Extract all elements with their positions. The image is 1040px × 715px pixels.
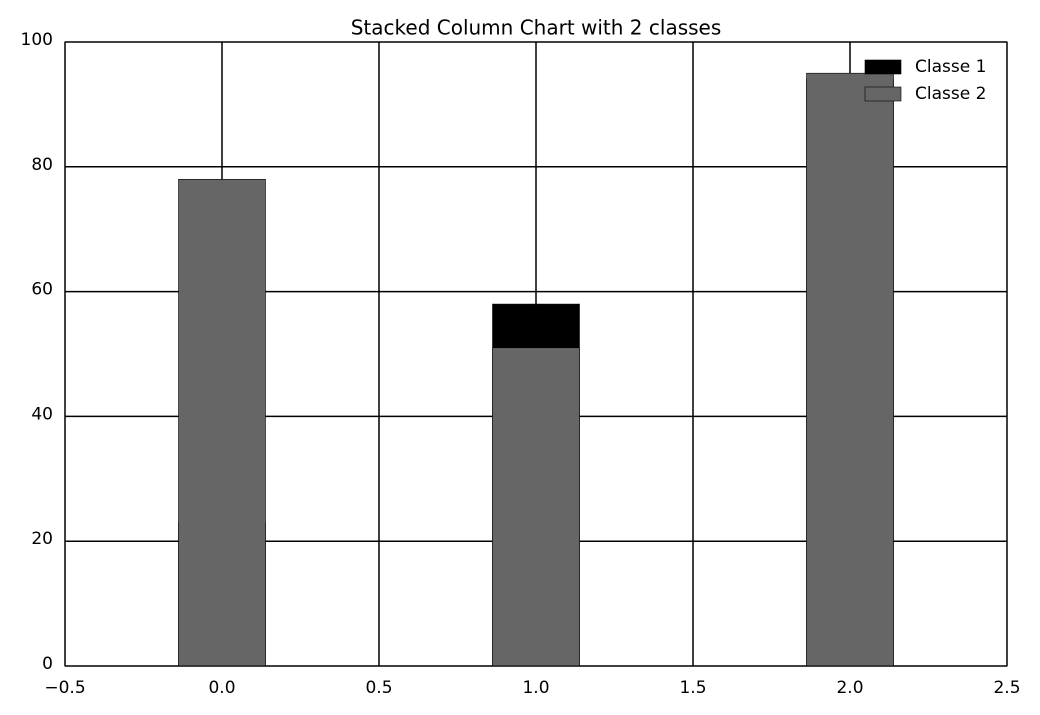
bar xyxy=(492,347,580,667)
legend-label: Classe 2 xyxy=(915,84,986,104)
plot-frame xyxy=(64,41,1008,667)
x-tick-label: 1.5 xyxy=(679,678,706,698)
x-tick-label: −0.5 xyxy=(44,678,85,698)
x-tick-label: 2.0 xyxy=(836,678,863,698)
legend-swatch xyxy=(864,86,902,102)
chart-title: Stacked Column Chart with 2 classes xyxy=(351,16,722,40)
x-tick-label: 0.0 xyxy=(208,678,235,698)
y-tick-label: 100 xyxy=(21,30,53,50)
y-tick-label: 40 xyxy=(31,404,53,424)
y-tick-label: 60 xyxy=(31,280,53,300)
y-tick-label: 80 xyxy=(31,155,53,175)
x-tick-label: 0.5 xyxy=(365,678,392,698)
legend-swatch xyxy=(864,59,902,75)
y-tick-label: 20 xyxy=(31,529,53,549)
x-tick-label: 1.0 xyxy=(522,678,549,698)
bar xyxy=(178,178,266,667)
y-tick-label: 0 xyxy=(42,654,53,674)
x-tick-label: 2.5 xyxy=(993,678,1020,698)
legend-label: Classe 1 xyxy=(915,57,986,77)
bar xyxy=(806,72,894,667)
